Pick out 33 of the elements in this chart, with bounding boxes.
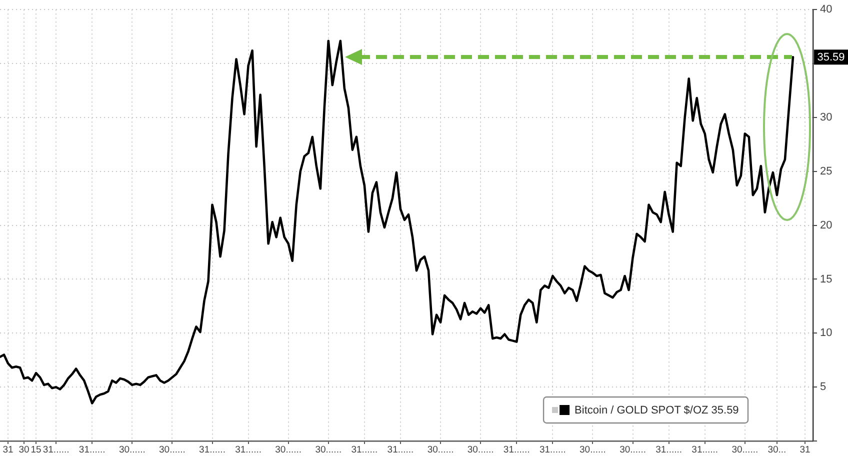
x-tick-label: 15 [30, 444, 42, 456]
x-tick-label: 31...... [692, 444, 718, 456]
x-tick-label: 30...... [580, 444, 606, 456]
x-tick-label: 31 [800, 444, 810, 456]
x-tick-label: 30...... [620, 444, 646, 456]
y-tick-label: 5 [820, 381, 826, 394]
y-tick-label: 40 [820, 4, 832, 16]
y-tick-label: 25 [820, 165, 832, 178]
x-tick-label: 31...... [351, 444, 378, 456]
x-tick-label: 30... [768, 444, 786, 456]
y-tick-label: 10 [820, 327, 832, 340]
x-tick-label: 31...... [656, 444, 682, 456]
x-tick-label: 30...... [275, 444, 302, 456]
x-tick-label: 31...... [42, 444, 70, 456]
legend-label: Bitcoin / GOLD SPOT $/OZ 35.59 [574, 404, 739, 417]
x-tick-label: 31 [2, 444, 14, 456]
y-tick-label: 20 [820, 219, 832, 232]
annotation: 35.59 [817, 52, 845, 64]
x-tick-label: 30 [18, 444, 30, 456]
x-tick-label: 30...... [732, 444, 758, 456]
x-tick-label: 31...... [503, 444, 530, 456]
x-tick-label: 30...... [159, 444, 186, 456]
y-tick-label: 15 [820, 273, 832, 286]
x-tick-label: 30...... [467, 444, 494, 456]
x-tick-label: 31...... [387, 444, 414, 456]
x-tick-label: 30...... [427, 444, 454, 456]
x-tick-label: 31...... [235, 444, 262, 456]
x-tick-label: 31...... [78, 444, 106, 456]
x-tick-label: 30...... [118, 444, 146, 456]
y-tick-label: 30 [820, 111, 832, 124]
x-tick-label: 31...... [539, 444, 566, 456]
x-tick-label: 30...... [315, 444, 342, 456]
x-tick-label: 31...... [199, 444, 226, 456]
